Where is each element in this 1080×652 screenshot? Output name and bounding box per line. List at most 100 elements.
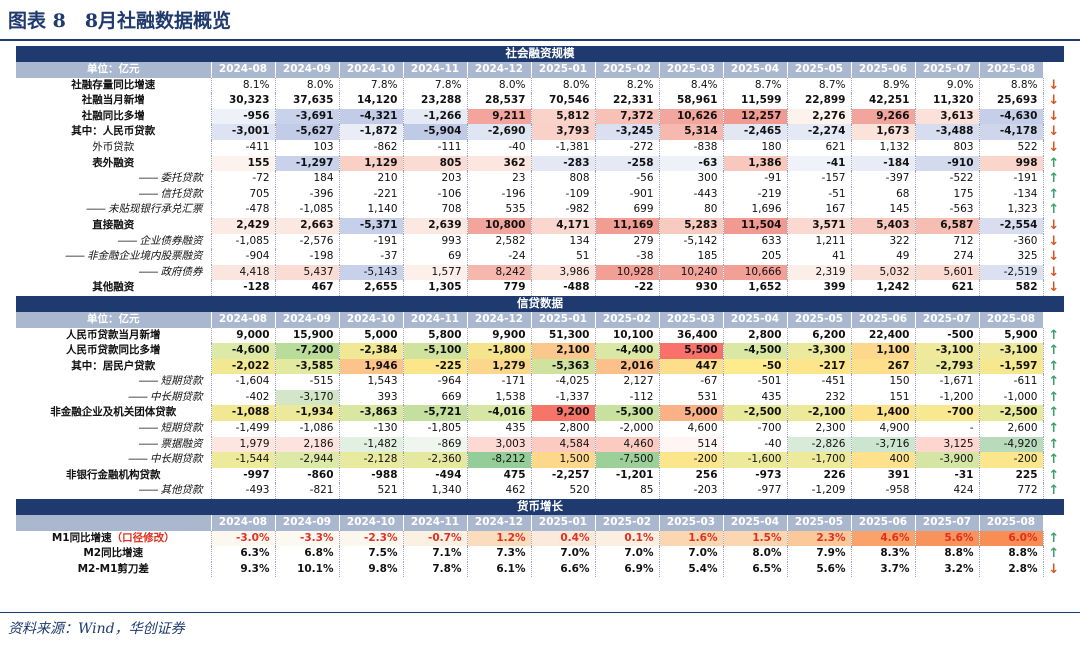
value-cell: 399 [787, 280, 852, 296]
value-cell: -106 [403, 186, 468, 203]
value-cell: 6.6% [531, 561, 596, 578]
value-cell: -493 [211, 483, 276, 500]
row-label: 非金融企业及机关团体贷款 [16, 405, 212, 422]
value-cell: -2,500 [723, 405, 788, 422]
month-header: 2024-08 [211, 515, 276, 531]
table-row: 社融当月新增 30,323 37,635 14,120 23,288 28,537 70,5… [16, 93, 1064, 109]
row-label-text: 非银行金融机构贷款 [66, 468, 161, 481]
row-label-text: 其他融资 [92, 281, 135, 294]
value-cell: 28,537 [467, 93, 532, 109]
value-cell: 8.8% [979, 77, 1044, 94]
month-header: 2025-07 [915, 515, 980, 531]
value-cell: -1,266 [403, 108, 468, 125]
value-cell: 5.4% [659, 561, 724, 578]
row-label-text: 社融当月新增 [81, 94, 145, 107]
value-cell: 1,305 [403, 280, 468, 296]
table-row: —— 短期贷款 -1,499 -1,086 -130 -1,805 435 2,800 -2,0… [16, 421, 1064, 437]
value-cell: 3,613 [915, 108, 980, 125]
value-cell: 1.6% [659, 530, 724, 547]
value-cell: 1,543 [339, 374, 404, 390]
value-cell: -91 [723, 171, 788, 187]
value-cell: 2,655 [339, 280, 404, 296]
value-cell: 145 [851, 202, 916, 218]
value-cell: -1,671 [915, 374, 980, 390]
trend-down-icon: ↓ [1048, 561, 1060, 577]
month-header: 2024-11 [403, 62, 468, 78]
header-row: 2024-08 2024-09 2024-10 2024-11 2024-12 2025-… [16, 515, 1065, 531]
value-cell: 520 [531, 483, 596, 500]
value-cell: -1,499 [211, 421, 276, 437]
value-cell: 11,504 [723, 217, 788, 234]
section-title: 信贷数据 [16, 295, 1065, 312]
trend-up-icon: ↑ [1048, 374, 1060, 390]
value-cell: -5,721 [403, 405, 468, 422]
value-cell: -128 [211, 280, 276, 296]
section-title-bar: 货币增长 [16, 499, 1065, 516]
table-row: 表外融资 155 -1,297 1,129 805 362 -283 -258 -63 1,386… [16, 155, 1064, 172]
value-cell: -1,085 [275, 202, 340, 218]
unit-label [16, 515, 212, 531]
value-cell: -956 [211, 108, 276, 125]
month-header: 2025-01 [531, 62, 596, 78]
value-cell: 1,323 [979, 202, 1044, 218]
value-cell: -2,554 [979, 217, 1044, 234]
value-cell: 1,400 [851, 405, 916, 422]
value-cell: -1,085 [211, 233, 276, 250]
value-cell: 4,900 [851, 421, 916, 437]
value-cell: 362 [467, 155, 532, 172]
value-cell: 7.3% [467, 546, 532, 562]
value-cell: 522 [979, 139, 1044, 156]
value-cell: -5,143 [339, 264, 404, 281]
value-cell: 2,663 [275, 217, 340, 234]
value-cell: 8.8% [915, 546, 980, 562]
value-cell: 1,577 [403, 264, 468, 281]
table-row: 人民币贷款当月新增 9,000 15,900 5,000 5,800 9,900 51,30… [16, 327, 1064, 344]
data-table-wrapper: 社会融资规模 单位：亿元 2024-08 2024-09 2024-10 2024-11 2… [16, 46, 1065, 578]
indent-dash: —— [138, 375, 159, 388]
trend-header [1043, 515, 1065, 531]
value-cell: -2,519 [979, 264, 1044, 281]
value-cell: 11,169 [595, 217, 660, 234]
value-cell: 58,961 [659, 93, 724, 109]
row-label: 人民币贷款当月新增 [16, 327, 212, 344]
value-cell: -134 [979, 186, 1044, 203]
value-cell: 621 [787, 139, 852, 156]
value-cell: -2,360 [403, 452, 468, 468]
value-cell: 185 [659, 249, 724, 265]
row-label: 其中：居民户贷款 [16, 358, 212, 375]
month-header: 2025-01 [531, 311, 596, 328]
value-cell: -5,904 [403, 124, 468, 140]
row-label-text: 社融同比多增 [81, 109, 145, 122]
row-label: —— 非金融企业境内股票融资 [16, 249, 212, 265]
month-header: 2024-08 [211, 62, 276, 78]
month-header: 2024-10 [339, 515, 404, 531]
value-cell: 1,340 [403, 483, 468, 500]
value-cell: 1.2% [467, 530, 532, 547]
month-header: 2025-03 [659, 62, 724, 78]
row-label-text: 社融存量同比增速 [71, 78, 156, 91]
value-cell: -443 [659, 186, 724, 203]
value-cell: -3,691 [275, 108, 340, 125]
value-cell: -901 [595, 186, 660, 203]
value-cell: -8,212 [467, 452, 532, 468]
table-row: —— 票据融资 1,979 2,186 -1,482 -869 3,003 4,584 4,46… [16, 436, 1064, 453]
value-cell: -1,544 [211, 452, 276, 468]
value-cell: -5,627 [275, 124, 340, 140]
month-header: 2025-02 [595, 62, 660, 78]
month-header: 2025-08 [979, 311, 1044, 328]
value-cell: -411 [211, 139, 276, 156]
value-cell: 23,288 [403, 93, 468, 109]
value-cell: -41 [787, 155, 852, 172]
value-cell: -700 [723, 421, 788, 437]
value-cell: -24 [467, 249, 532, 265]
value-cell: 424 [915, 483, 980, 500]
value-cell: -988 [339, 467, 404, 484]
value-cell: -2,500 [979, 405, 1044, 422]
value-cell: 322 [851, 233, 916, 250]
value-cell: 4,600 [659, 421, 724, 437]
value-cell: -67 [659, 374, 724, 390]
indent-dash: —— [138, 437, 159, 450]
month-header: 2025-07 [915, 311, 980, 328]
value-cell: 1,979 [211, 436, 276, 453]
value-cell: 5,500 [659, 343, 724, 359]
